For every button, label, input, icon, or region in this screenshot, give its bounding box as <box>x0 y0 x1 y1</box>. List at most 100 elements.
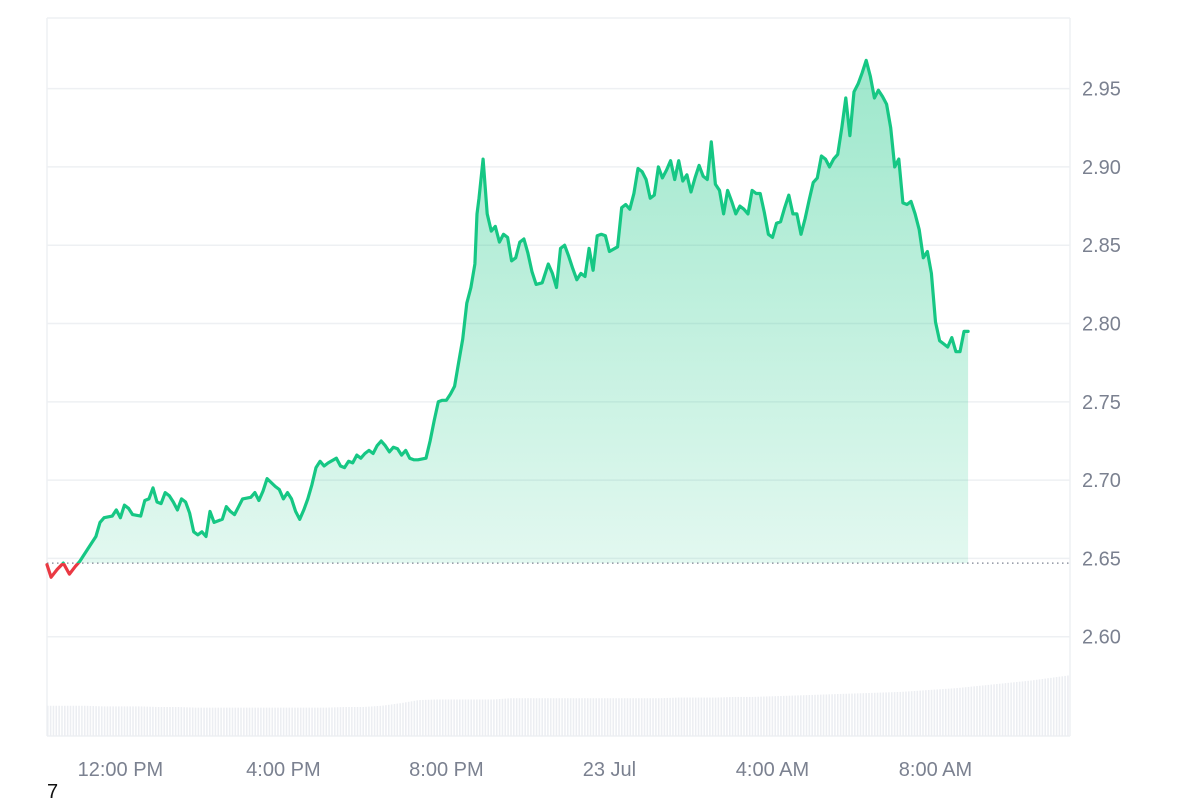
volume-bar <box>262 707 265 736</box>
volume-bar <box>265 707 268 736</box>
volume-bar <box>873 692 876 736</box>
volume-bar <box>507 698 509 736</box>
volume-bar <box>567 698 569 736</box>
volume-bar <box>666 697 669 736</box>
volume-bar <box>123 706 126 736</box>
volume-bar <box>831 694 833 736</box>
x-axis-labels: 12:00 PM 4:00 PM 8:00 PM 23 Jul 4:00 AM 8:00 … <box>78 759 973 781</box>
volume-bar <box>535 698 538 736</box>
volume-bar <box>939 689 941 736</box>
volume-bar <box>825 694 828 736</box>
volume-bar <box>700 697 703 736</box>
volume-bar <box>868 692 870 736</box>
volume-bar <box>777 696 779 736</box>
x-tick-label: 8:00 PM <box>409 759 483 781</box>
volume-bar <box>75 705 77 736</box>
volume-bar <box>115 706 117 736</box>
volume-bar <box>314 707 316 736</box>
volume-bar <box>217 707 220 736</box>
volume-bar <box>1024 681 1027 736</box>
volume-bar <box>584 698 586 736</box>
volume-bar <box>376 706 379 736</box>
volume-bar <box>1013 682 1015 736</box>
volume-bar <box>72 705 75 736</box>
volume-bar <box>467 699 470 736</box>
volume-bar <box>89 705 92 736</box>
volume-bar <box>504 698 507 736</box>
volume-bar <box>842 693 845 736</box>
volume-bar <box>910 691 913 736</box>
price-line-up <box>46 58 970 564</box>
volume-bar <box>385 705 387 736</box>
volume-bar <box>791 695 794 736</box>
volume-bar <box>194 707 197 736</box>
volume-bar <box>930 689 933 736</box>
volume-bar <box>680 697 683 736</box>
volume-bar <box>913 690 916 736</box>
volume-bar <box>859 693 862 736</box>
volume-bar <box>794 695 796 736</box>
volume-bar <box>388 704 390 736</box>
volume-bar <box>106 706 109 736</box>
volume-bar <box>959 687 961 736</box>
volume-bar <box>69 705 72 736</box>
volume-bar <box>828 694 831 736</box>
volume-bar <box>83 705 86 736</box>
volume-bar <box>967 686 970 736</box>
volume-bar <box>342 707 345 736</box>
volume-bar <box>129 706 131 736</box>
volume-bar <box>626 698 629 736</box>
volume-bar <box>186 707 188 736</box>
volume-bar <box>888 692 890 736</box>
volume-bar <box>558 698 561 736</box>
volume-bar <box>1058 676 1061 736</box>
volume-bar <box>370 706 373 736</box>
volume-bar <box>245 707 248 736</box>
volume-bar <box>788 695 791 736</box>
volume-bar <box>424 699 427 736</box>
volume-bar <box>603 698 606 736</box>
volume-bar <box>834 694 836 736</box>
y-tick-label: 2.70 <box>1082 470 1121 492</box>
volume-bar <box>962 687 964 736</box>
volume-bar <box>493 699 495 736</box>
volume-bar <box>586 698 589 736</box>
volume-bar <box>368 706 370 736</box>
volume-bar <box>1004 683 1007 736</box>
volume-bar <box>544 698 546 736</box>
volume-bar <box>322 707 325 736</box>
volume-bar <box>518 698 521 736</box>
volume-bar <box>146 706 149 736</box>
volume-bar <box>345 707 347 736</box>
volume-bar <box>916 690 919 736</box>
volume-bar <box>950 688 953 736</box>
volume-bar <box>527 698 529 736</box>
volume-bar <box>964 687 967 736</box>
volume-bar <box>532 698 535 736</box>
volume-bar <box>427 699 430 736</box>
volume-bar <box>66 705 69 736</box>
volume-bar <box>771 696 774 736</box>
volume-bar <box>183 707 185 736</box>
volume-bar <box>569 698 572 736</box>
volume-bar <box>365 706 367 736</box>
volume-bar <box>578 698 580 736</box>
volume-bar <box>876 692 879 736</box>
y-tick-label: 2.85 <box>1082 235 1121 257</box>
volume-bar <box>905 691 907 736</box>
x-tick-label: 23 Jul <box>583 759 636 781</box>
volume-bar <box>984 685 987 736</box>
price-area <box>63 60 969 564</box>
volume-bar <box>541 698 544 736</box>
volume-bar <box>430 699 433 736</box>
volume-bar <box>657 698 660 736</box>
volume-bar <box>191 707 194 736</box>
volume-bar <box>927 690 930 736</box>
volume-bar <box>64 705 66 736</box>
volume-bar <box>478 699 481 736</box>
volume-bar <box>726 697 728 736</box>
volume-bar <box>410 701 413 736</box>
volume-bars <box>47 675 1069 736</box>
volume-bar <box>487 699 490 736</box>
volume-bar <box>689 697 691 736</box>
